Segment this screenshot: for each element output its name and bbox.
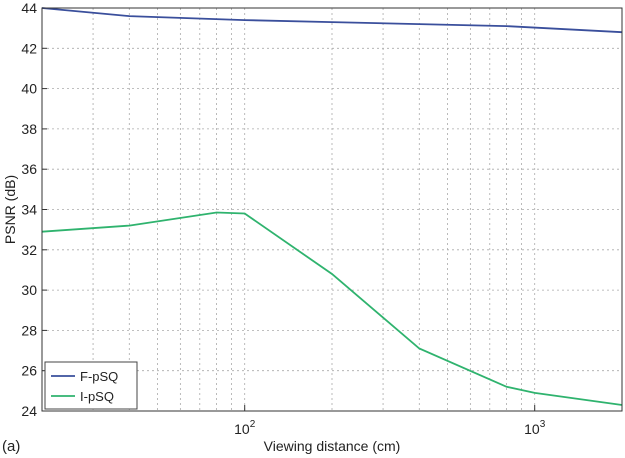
series-lines <box>41 7 623 406</box>
grid <box>42 8 622 411</box>
legend-label: F-pSQ <box>80 369 118 384</box>
y-tick-label: 28 <box>21 322 37 338</box>
y-tick-label: 32 <box>21 242 37 258</box>
y-tick-label: 26 <box>21 363 37 379</box>
y-tick-label: 30 <box>21 282 37 298</box>
y-tick-label: 34 <box>21 202 37 218</box>
x-axis-label: Viewing distance (cm) <box>264 438 401 454</box>
series-line-f-psq <box>41 7 623 34</box>
y-tick-label: 36 <box>21 161 37 177</box>
y-axis-label: PSNR (dB) <box>2 175 18 244</box>
legend: F-pSQ I-pSQ <box>44 361 138 410</box>
y-tick-labels: 24 26 28 30 32 34 36 38 40 42 44 <box>21 0 47 419</box>
x-tick-labels: 102 103 <box>234 405 546 437</box>
legend-box <box>44 361 138 410</box>
x-tick-label: 103 <box>524 419 546 437</box>
panel-label: (a) <box>2 438 20 455</box>
y-tick-label: 40 <box>21 81 37 97</box>
series-line-i-psq <box>41 211 623 406</box>
y-tick-label: 38 <box>21 121 37 137</box>
y-tick-label: 42 <box>21 40 37 56</box>
y-tick-label: 24 <box>21 403 37 419</box>
y-tick-label: 44 <box>21 0 37 16</box>
legend-label: I-pSQ <box>80 389 114 404</box>
x-tick-label: 102 <box>234 419 256 437</box>
